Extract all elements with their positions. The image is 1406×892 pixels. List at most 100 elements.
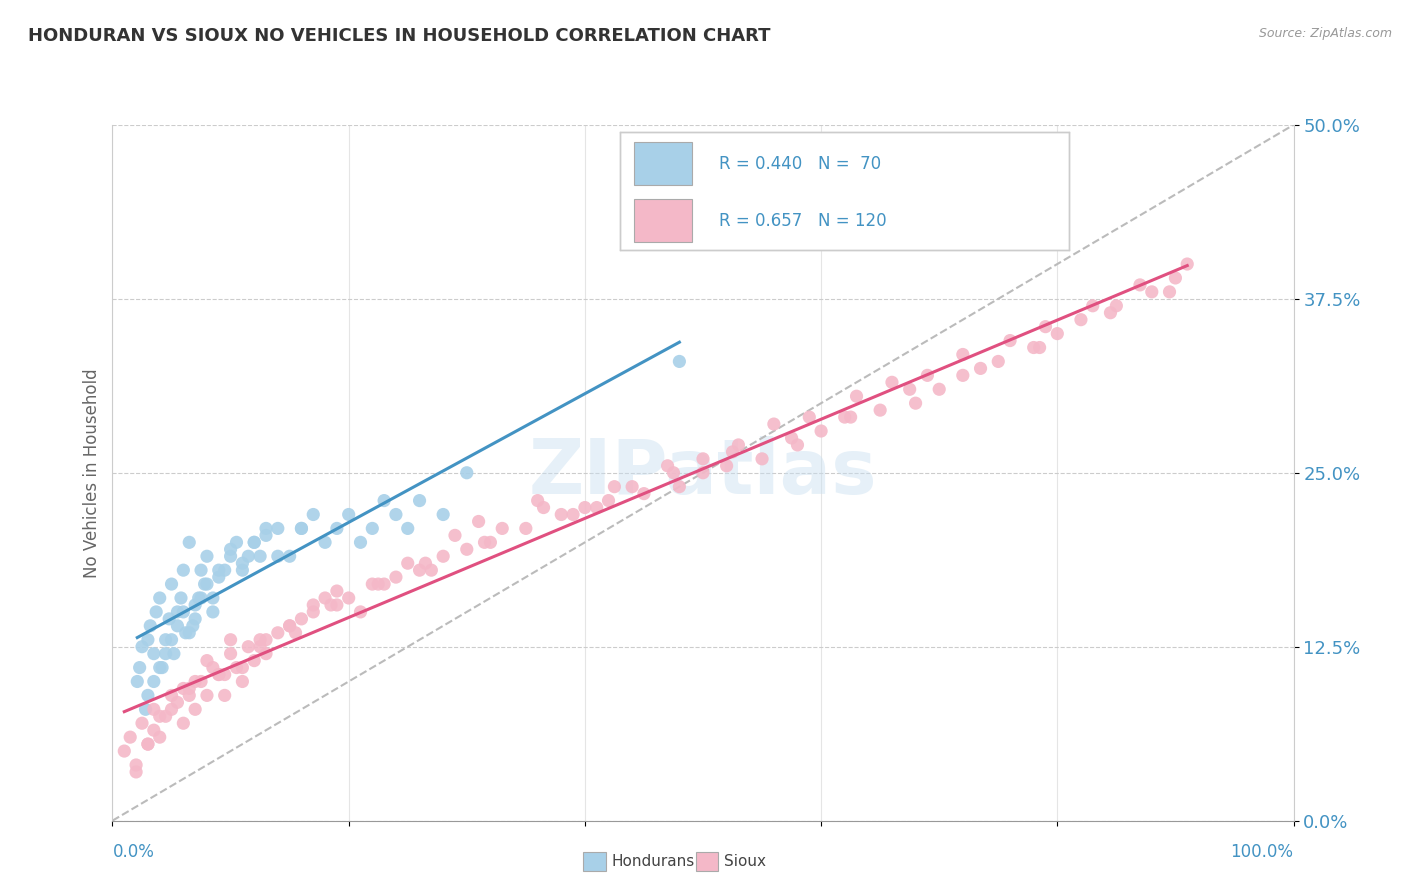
Text: Sioux: Sioux — [724, 855, 766, 869]
Point — [142, 647, 165, 661]
Point — [208, 563, 231, 577]
Point — [869, 403, 891, 417]
Point — [160, 632, 183, 647]
Point — [432, 508, 454, 522]
Point — [396, 521, 419, 535]
Point — [479, 535, 502, 549]
Y-axis label: No Vehicles in Household: No Vehicles in Household — [83, 368, 101, 578]
Point — [149, 730, 172, 744]
Point — [415, 556, 437, 570]
Point — [662, 466, 685, 480]
Point — [190, 563, 212, 577]
Point — [179, 689, 201, 703]
Point — [219, 549, 242, 564]
Point — [290, 521, 312, 535]
Point — [361, 577, 384, 591]
Point — [155, 709, 177, 723]
Point — [231, 556, 253, 570]
Point — [135, 702, 157, 716]
Text: Source: ZipAtlas.com: Source: ZipAtlas.com — [1258, 27, 1392, 40]
Point — [302, 598, 325, 612]
Point — [184, 674, 207, 689]
Point — [408, 563, 430, 577]
Point — [799, 410, 821, 425]
Point — [367, 577, 389, 591]
Point — [1022, 341, 1045, 355]
Point — [267, 549, 290, 564]
Point — [219, 632, 242, 647]
Point — [1105, 299, 1128, 313]
Point — [201, 660, 224, 674]
Point — [187, 591, 209, 605]
Point — [190, 591, 212, 605]
Point — [166, 619, 188, 633]
Point — [155, 647, 177, 661]
Point — [361, 521, 384, 535]
Point — [302, 508, 325, 522]
Point — [136, 737, 159, 751]
Text: 0.0%: 0.0% — [112, 843, 155, 861]
Point — [190, 674, 212, 689]
Point — [112, 744, 135, 758]
Point — [952, 347, 974, 361]
Point — [302, 605, 325, 619]
Point — [373, 577, 395, 591]
Point — [225, 660, 247, 674]
Point — [585, 500, 607, 515]
Point — [839, 410, 862, 425]
Point — [337, 591, 360, 605]
Point — [225, 535, 247, 549]
Point — [562, 508, 585, 522]
Point — [385, 508, 408, 522]
Point — [231, 563, 253, 577]
Point — [208, 570, 231, 584]
Point — [1028, 341, 1050, 355]
Point — [195, 689, 218, 703]
Point — [179, 535, 201, 549]
Point — [1175, 257, 1198, 271]
Point — [533, 500, 555, 515]
Point — [780, 431, 803, 445]
Point — [184, 612, 207, 626]
Point — [120, 730, 142, 744]
Point — [184, 598, 207, 612]
Point — [136, 737, 159, 751]
Point — [127, 674, 149, 689]
Point — [149, 591, 172, 605]
Point — [149, 709, 172, 723]
Point — [249, 640, 271, 654]
Point — [201, 591, 224, 605]
Point — [155, 632, 177, 647]
Point — [952, 368, 974, 383]
Point — [214, 563, 236, 577]
Point — [142, 702, 165, 716]
Point — [432, 549, 454, 564]
Point — [337, 508, 360, 522]
Point — [444, 528, 467, 542]
Point — [349, 535, 371, 549]
Point — [786, 438, 808, 452]
Point — [208, 667, 231, 681]
Point — [194, 577, 217, 591]
Point — [170, 591, 193, 605]
Point — [179, 681, 201, 696]
Point — [1081, 299, 1104, 313]
Text: 100.0%: 100.0% — [1230, 843, 1294, 861]
Point — [474, 535, 496, 549]
Point — [160, 577, 183, 591]
Point — [904, 396, 927, 410]
Point — [326, 584, 349, 599]
Point — [326, 598, 349, 612]
Point — [969, 361, 991, 376]
Point — [149, 660, 172, 674]
Point — [762, 417, 785, 431]
Point — [1159, 285, 1181, 299]
Point — [249, 549, 271, 564]
Point — [254, 632, 277, 647]
Point — [845, 389, 868, 403]
Point — [157, 612, 180, 626]
Point — [231, 660, 253, 674]
Point — [219, 542, 242, 557]
Point — [1070, 312, 1092, 326]
Text: HONDURAN VS SIOUX NO VEHICLES IN HOUSEHOLD CORRELATION CHART: HONDURAN VS SIOUX NO VEHICLES IN HOUSEHO… — [28, 27, 770, 45]
